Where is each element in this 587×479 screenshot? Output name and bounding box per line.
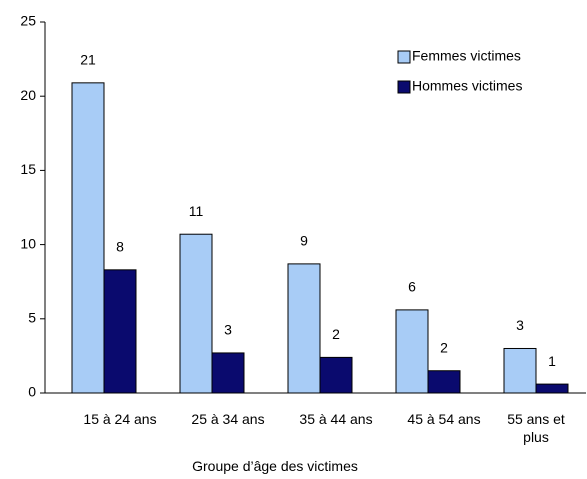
y-tick-label: 10	[20, 235, 36, 251]
bar	[395, 309, 429, 394]
value-label: 2	[440, 339, 448, 355]
legend-label: Hommes victimes	[412, 78, 522, 94]
bar	[103, 269, 137, 394]
x-tick-label: 35 à 44 ans	[299, 411, 373, 427]
y-tick-label: 25	[20, 13, 36, 29]
x-tick-label: 55 ans et plus	[507, 411, 565, 445]
value-label: 2	[332, 326, 340, 342]
y-tick-label: 20	[20, 87, 36, 103]
legend-label: Femmes victimes	[412, 48, 521, 64]
value-label: 9	[300, 233, 308, 249]
x-tick-label: 25 à 34 ans	[191, 411, 265, 427]
bar	[535, 383, 569, 394]
value-label: 21	[80, 52, 96, 68]
value-label: 3	[224, 322, 232, 338]
x-tick-label: 45 à 54 ans	[407, 411, 481, 427]
value-label: 11	[189, 203, 204, 219]
value-label: 1	[548, 353, 556, 369]
bar	[71, 82, 105, 394]
legend-swatch	[397, 80, 411, 94]
bar	[211, 352, 245, 394]
x-axis-title: Groupe d’âge des victimes	[192, 458, 358, 474]
value-label: 6	[408, 279, 416, 295]
legend-swatch	[397, 50, 411, 64]
value-label: 8	[116, 239, 124, 255]
x-tick-label: 15 à 24 ans	[83, 411, 157, 427]
bar	[503, 347, 537, 394]
bar	[287, 263, 321, 394]
bar	[319, 356, 353, 394]
y-tick-label: 0	[28, 384, 36, 400]
bar	[179, 233, 213, 394]
y-tick-label: 15	[20, 161, 36, 177]
bar	[427, 370, 461, 394]
y-tick-label: 5	[28, 310, 36, 326]
value-label: 3	[516, 317, 524, 333]
